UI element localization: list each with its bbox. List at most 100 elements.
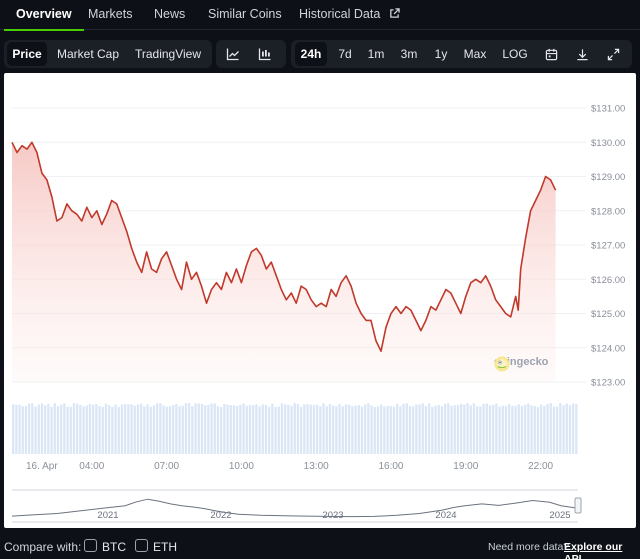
fullscreen-button[interactable] — [599, 42, 627, 66]
range-max-button[interactable]: Max — [463, 47, 487, 61]
line-chart-button[interactable] — [219, 42, 247, 66]
compare-btc-label[interactable]: BTC — [102, 540, 126, 554]
calendar-button[interactable] — [537, 42, 565, 66]
range-7d-button[interactable]: 7d — [338, 47, 352, 61]
volume-bar — [476, 406, 479, 454]
range-selector: 24h 7d 1m 3m 1y Max LOG — [291, 40, 632, 68]
tradingview-button[interactable]: TradingView — [134, 47, 202, 61]
volume-bar — [552, 406, 556, 454]
volume-bar — [34, 406, 37, 454]
volume-bar — [380, 404, 383, 454]
volume-bar — [405, 403, 408, 454]
navigator-series-line — [11, 498, 579, 518]
volume-bar — [373, 407, 376, 454]
volume-bar — [460, 404, 463, 454]
range-1y-button[interactable]: 1y — [434, 47, 448, 61]
volume-bar — [296, 404, 300, 454]
volume-bar — [444, 403, 447, 454]
volume-bar — [399, 406, 402, 454]
y-tick-label: $123.00 — [591, 378, 625, 389]
x-tick-label: 13:00 — [304, 461, 329, 472]
volume-bar — [210, 403, 213, 454]
volume-bar — [111, 406, 114, 454]
volume-bar — [18, 404, 21, 454]
volume-bar — [517, 404, 520, 454]
volume-bar — [184, 403, 188, 454]
volume-bar — [546, 404, 549, 454]
candlestick-chart-icon — [258, 48, 271, 61]
volume-bar — [568, 405, 572, 454]
y-tick-label: $125.00 — [591, 309, 625, 320]
volume-bar — [21, 406, 24, 454]
y-tick-label: $131.00 — [591, 104, 625, 115]
navigator-handle[interactable] — [574, 497, 582, 514]
volume-bar — [428, 403, 431, 454]
volume-bar — [316, 404, 319, 454]
volume-bar — [319, 406, 322, 454]
volume-bar — [335, 406, 338, 454]
x-tick-label: 19:00 — [453, 461, 478, 472]
volume-bar — [232, 405, 236, 454]
price-chart[interactable]: $123.00 $124.00 $125.00 $126.00 $127.00 $128.… — [4, 73, 636, 528]
volume-bar — [245, 405, 248, 454]
volume-bar — [223, 404, 226, 454]
compare-eth-checkbox[interactable] — [135, 539, 148, 552]
volume-bar — [53, 403, 56, 454]
candlestick-chart-button[interactable] — [251, 42, 279, 66]
x-tick-label: 07:00 — [154, 461, 179, 472]
compare-btc-checkbox[interactable] — [84, 539, 97, 552]
volume-bar — [44, 405, 47, 454]
volume-bar — [15, 404, 18, 454]
range-navigator[interactable]: 2021 2022 2023 2024 2025 — [11, 489, 582, 523]
navigator-year-label: 2025 — [549, 510, 570, 521]
download-button[interactable] — [568, 42, 596, 66]
range-24h-button[interactable]: 24h — [295, 42, 327, 66]
volume-bar — [450, 405, 453, 454]
volume-bar — [236, 405, 239, 454]
volume-bar — [50, 406, 53, 454]
volume-bar — [456, 404, 460, 454]
volume-bars — [12, 403, 578, 454]
volume-bar — [213, 403, 216, 454]
volume-bar — [239, 404, 242, 454]
volume-bar — [322, 403, 325, 454]
volume-bar — [469, 405, 472, 454]
tab-overview[interactable]: Overview — [4, 0, 84, 31]
volume-bar — [76, 403, 79, 454]
volume-bar — [191, 406, 194, 454]
volume-bar — [274, 406, 277, 454]
explore-api-link[interactable]: Explore our API — [564, 541, 623, 559]
volume-bar — [188, 403, 191, 454]
coingecko-logo-icon — [494, 356, 510, 372]
volume-bar — [370, 405, 373, 454]
volume-bar — [98, 406, 101, 454]
volume-bar — [392, 406, 396, 454]
tab-similar-coins[interactable]: Similar Coins — [208, 7, 282, 21]
tab-historical-data[interactable]: Historical Data — [299, 0, 400, 30]
volume-bar — [386, 406, 389, 454]
volume-bar — [511, 405, 514, 454]
volume-bar — [268, 406, 271, 454]
volume-bar — [162, 405, 165, 454]
volume-bar — [194, 403, 197, 454]
volume-bar — [530, 405, 533, 454]
range-3m-button[interactable]: 3m — [400, 47, 418, 61]
tab-news[interactable]: News — [154, 7, 186, 21]
volume-bar — [197, 403, 200, 454]
compare-eth-label[interactable]: ETH — [153, 540, 177, 554]
volume-bar — [556, 406, 559, 454]
market-cap-button[interactable]: Market Cap — [56, 47, 120, 61]
volume-bar — [31, 403, 34, 454]
volume-bar — [255, 404, 258, 454]
volume-bar — [175, 404, 178, 454]
tab-markets[interactable]: Markets — [88, 7, 133, 21]
range-1m-button[interactable]: 1m — [367, 47, 385, 61]
log-scale-button[interactable]: LOG — [502, 47, 528, 61]
volume-bar — [447, 403, 450, 454]
fullscreen-icon — [607, 48, 619, 60]
volume-bar — [572, 403, 575, 454]
volume-bar — [418, 404, 421, 454]
tab-historical-data-label: Historical Data — [299, 7, 381, 21]
price-button[interactable]: Price — [7, 42, 47, 66]
volume-bar — [540, 404, 543, 454]
